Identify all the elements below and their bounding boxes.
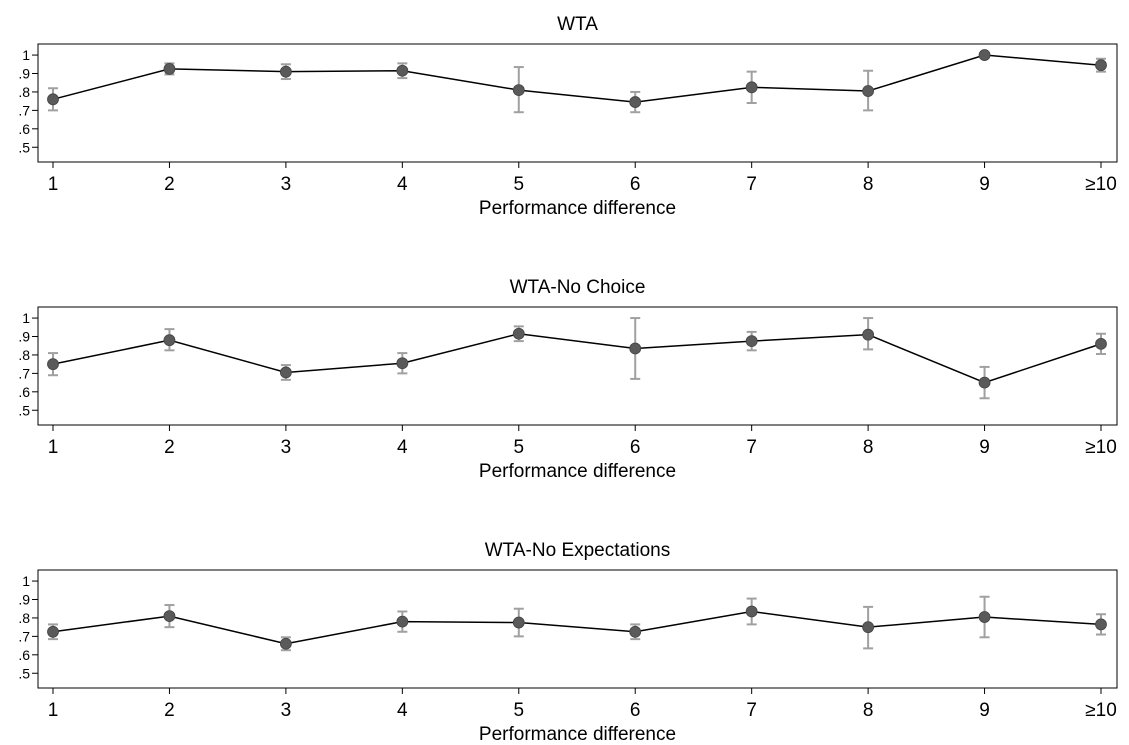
x-tick-label: 2 bbox=[164, 700, 175, 721]
panel-1: WTA .5 .6 .7 .8 .9 1 1 2 3 4 5 6 7 8 9 ≥10 Performance di… bbox=[18, 14, 1118, 219]
series-line bbox=[52, 610, 1102, 645]
y-tick-label: .7 bbox=[18, 628, 30, 644]
x-tick-label: 2 bbox=[164, 174, 175, 195]
data-point bbox=[47, 625, 59, 638]
x-tick-label: 8 bbox=[863, 437, 874, 458]
x-tick-label: ≥10 bbox=[1085, 700, 1117, 721]
x-tick-label: ≥10 bbox=[1085, 437, 1117, 458]
panel-2: WTA-No Choice .5 .6 .7 .8 .9 1 1 2 3 4 5 6 7 8 9 ≥10 Perf… bbox=[18, 277, 1118, 482]
x-axis-label: Performance difference bbox=[479, 724, 676, 745]
x-tick-label: 4 bbox=[397, 174, 408, 195]
y-tick-label: .8 bbox=[18, 610, 30, 626]
data-point bbox=[47, 93, 59, 106]
x-tick-label: 8 bbox=[863, 174, 874, 195]
x-tick-label: 4 bbox=[397, 437, 408, 458]
x-tick-label: 4 bbox=[397, 700, 408, 721]
x-tick-label: 9 bbox=[979, 437, 990, 458]
data-point bbox=[745, 605, 758, 618]
x-tick-label: ≥10 bbox=[1085, 174, 1117, 195]
y-tick-label: .5 bbox=[18, 665, 30, 681]
data-point bbox=[629, 625, 642, 638]
y-tick-label: .6 bbox=[18, 647, 30, 663]
x-tick-label: 6 bbox=[630, 437, 641, 458]
data-point bbox=[512, 84, 525, 96]
x-tick-label: 7 bbox=[746, 437, 757, 458]
y-tick-label: .5 bbox=[18, 402, 30, 418]
x-tick-label: 6 bbox=[630, 700, 641, 721]
y-tick-label: 1 bbox=[22, 310, 30, 326]
y-tick-label: .9 bbox=[18, 329, 30, 345]
data-point bbox=[1095, 337, 1107, 350]
data-point bbox=[745, 81, 758, 94]
x-tick-label: 5 bbox=[513, 437, 524, 458]
y-tick-label: 1 bbox=[22, 573, 30, 589]
x-axis-label: Performance difference bbox=[479, 461, 676, 482]
panel-title: WTA-No Choice bbox=[510, 277, 646, 298]
x-tick-label: 1 bbox=[48, 437, 59, 458]
x-tick-label: 5 bbox=[513, 174, 524, 195]
plot-frame bbox=[37, 43, 1118, 163]
y-tick-label: .6 bbox=[18, 121, 30, 137]
data-point bbox=[279, 65, 292, 78]
data-point bbox=[629, 342, 642, 355]
data-point bbox=[163, 62, 176, 75]
data-point bbox=[1095, 59, 1107, 72]
data-point bbox=[163, 610, 176, 622]
data-point bbox=[396, 357, 409, 370]
data-point bbox=[396, 64, 409, 77]
plot-frame bbox=[37, 306, 1118, 426]
data-point bbox=[1095, 618, 1107, 631]
x-axis-label: Performance difference bbox=[479, 198, 676, 219]
x-tick-label: 9 bbox=[979, 700, 990, 721]
y-tick-label: .8 bbox=[18, 347, 30, 363]
y-tick-label: .8 bbox=[18, 84, 30, 100]
data-point bbox=[862, 328, 875, 341]
data-point bbox=[978, 49, 991, 61]
series-line bbox=[52, 332, 1102, 384]
x-tick-label: 1 bbox=[48, 174, 59, 195]
data-point bbox=[279, 366, 292, 379]
y-tick-label: .7 bbox=[18, 365, 30, 381]
data-point bbox=[512, 616, 525, 629]
data-point bbox=[978, 611, 991, 623]
series-line bbox=[52, 54, 1102, 103]
x-tick-label: 5 bbox=[513, 700, 524, 721]
y-tick-label: .5 bbox=[18, 139, 30, 155]
x-tick-label: 8 bbox=[863, 700, 874, 721]
data-point bbox=[512, 327, 525, 340]
x-tick-label: 6 bbox=[630, 174, 641, 195]
x-tick-label: 9 bbox=[979, 174, 990, 195]
y-tick-label: .9 bbox=[18, 592, 30, 608]
panel-title: WTA-No Expectations bbox=[485, 540, 670, 561]
y-tick-label: .7 bbox=[18, 102, 30, 118]
x-tick-label: 2 bbox=[164, 437, 175, 458]
plot-frame bbox=[37, 569, 1118, 689]
y-tick-label: .9 bbox=[18, 66, 30, 82]
panel-title: WTA bbox=[557, 14, 598, 35]
data-point bbox=[978, 376, 991, 389]
data-point bbox=[862, 85, 875, 97]
x-tick-label: 3 bbox=[281, 174, 292, 195]
x-tick-label: 1 bbox=[48, 700, 59, 721]
x-tick-label: 3 bbox=[281, 700, 292, 721]
y-tick-label: .6 bbox=[18, 384, 30, 400]
data-point bbox=[163, 334, 176, 347]
x-tick-label: 7 bbox=[746, 700, 757, 721]
x-tick-label: 3 bbox=[281, 437, 292, 458]
data-point bbox=[47, 358, 59, 371]
y-tick-label: 1 bbox=[22, 47, 30, 63]
data-point bbox=[629, 96, 642, 108]
x-tick-label: 7 bbox=[746, 174, 757, 195]
data-point bbox=[862, 621, 875, 634]
data-point bbox=[396, 615, 409, 628]
panel-3: WTA-No Expectations .5 .6 .7 .8 .9 1 1 2 3 4 5 6 7 8 9 ≥… bbox=[18, 540, 1118, 745]
data-point bbox=[745, 335, 758, 348]
data-point bbox=[279, 637, 292, 650]
